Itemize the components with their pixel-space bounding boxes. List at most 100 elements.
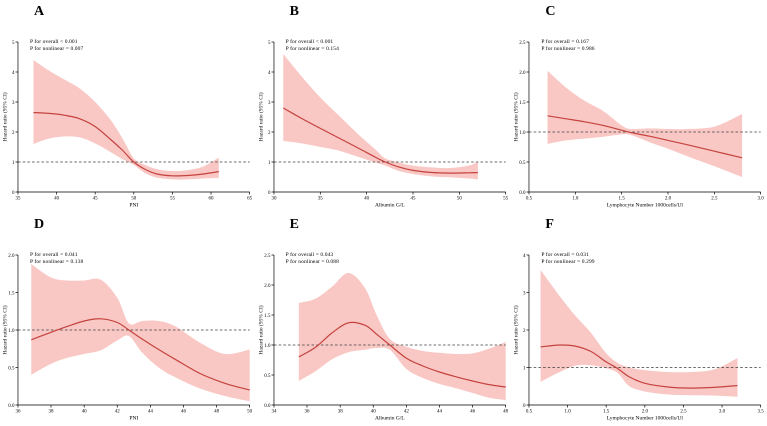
svg-text:Lymphocyte Number 1000cells/Ul: Lymphocyte Number 1000cells/Ul — [607, 415, 684, 421]
svg-text:2.5: 2.5 — [712, 196, 719, 201]
svg-text:44: 44 — [148, 409, 153, 414]
p-overall-text: P for overall < 0.001 — [30, 39, 78, 45]
svg-text:5: 5 — [12, 41, 15, 46]
panel-letter-b: B — [289, 4, 299, 19]
svg-text:0.5: 0.5 — [520, 161, 527, 166]
p-overall-text: P for overall = 0.041 — [30, 252, 78, 258]
p-nonlinear-text: P for nonlinear = 0.299 — [541, 259, 595, 265]
svg-text:0: 0 — [268, 191, 271, 196]
svg-text:Hazard ratio (95% CI): Hazard ratio (95% CI) — [257, 92, 264, 141]
pvalue-annotation: P for overall = 0.167 P for nonlinear = … — [541, 39, 594, 53]
pvalue-annotation: P for overall < 0.001 P for nonlinear = … — [286, 39, 339, 53]
svg-text:50: 50 — [131, 196, 136, 201]
svg-text:65: 65 — [247, 196, 252, 201]
svg-text:0.5: 0.5 — [526, 409, 533, 414]
svg-text:36: 36 — [15, 409, 20, 414]
svg-text:50: 50 — [457, 196, 462, 201]
pvalue-annotation: P for overall = 0.043 P for nonlinear = … — [286, 252, 339, 266]
svg-text:3: 3 — [12, 101, 15, 106]
svg-text:30: 30 — [271, 196, 276, 201]
pvalue-annotation: P for overall = 0.031 P for nonlinear = … — [541, 252, 594, 266]
spline-plot-d: 36 38 40 42 44 46 48 50 0.0 0.5 1.0 1.5 2.0 PNI Hazard… — [1, 254, 252, 422]
svg-text:2.0: 2.0 — [642, 409, 649, 414]
svg-text:42: 42 — [115, 409, 120, 414]
svg-text:35: 35 — [317, 196, 322, 201]
svg-text:48: 48 — [214, 409, 219, 414]
svg-text:Hazard ratio (95% CI): Hazard ratio (95% CI) — [1, 305, 8, 354]
svg-text:0.5: 0.5 — [8, 366, 15, 371]
svg-text:Albumin G/L: Albumin G/L — [375, 202, 405, 208]
svg-text:2.5: 2.5 — [264, 254, 271, 259]
svg-text:Hazard ratio (95% CI): Hazard ratio (95% CI) — [513, 92, 520, 141]
svg-text:3.0: 3.0 — [719, 409, 726, 414]
svg-text:2: 2 — [12, 131, 15, 136]
svg-text:0.5: 0.5 — [264, 374, 271, 379]
svg-text:38: 38 — [49, 409, 54, 414]
svg-text:2: 2 — [523, 329, 526, 334]
svg-text:2.0: 2.0 — [8, 254, 15, 259]
svg-text:1: 1 — [12, 161, 15, 166]
p-overall-text: P for overall = 0.043 — [285, 252, 334, 258]
svg-text:2.5: 2.5 — [520, 41, 527, 46]
svg-text:0: 0 — [523, 404, 526, 409]
svg-text:40: 40 — [370, 409, 375, 414]
svg-text:40: 40 — [364, 196, 369, 201]
spline-plot-e: 34 36 38 40 42 44 46 48 0.0 0.5 1.0 1.5 2.0 2.5 Albumi… — [257, 254, 508, 422]
svg-text:1.0: 1.0 — [573, 196, 580, 201]
svg-text:44: 44 — [437, 409, 442, 414]
spline-plot-f: 0.5 1.0 1.5 2.0 2.5 3.0 3.5 0 1 2 3 4 Lymphocyte Num… — [513, 254, 765, 422]
svg-text:1.0: 1.0 — [264, 344, 271, 349]
pvalue-annotation: P for overall = 0.041 P for nonlinear = … — [30, 252, 83, 266]
svg-text:40: 40 — [82, 409, 87, 414]
panel-a: 35 40 45 50 55 60 65 0 1 2 3 4 5 PNI Hazard ratio (95%… — [0, 0, 256, 213]
svg-text:Hazard ratio (95% CI): Hazard ratio (95% CI) — [1, 92, 8, 141]
panel-letter-d: D — [34, 217, 45, 232]
svg-text:3.0: 3.0 — [758, 196, 765, 201]
pvalue-annotation: P for overall < 0.001 P for nonlinear = … — [30, 39, 83, 53]
svg-text:3: 3 — [523, 291, 526, 296]
svg-text:45: 45 — [410, 196, 415, 201]
svg-text:1.0: 1.0 — [520, 131, 527, 136]
svg-text:46: 46 — [470, 409, 475, 414]
panel-letter-f: F — [545, 217, 554, 232]
svg-text:1.5: 1.5 — [264, 314, 271, 319]
panel-letter-e: E — [289, 217, 299, 232]
p-overall-text: P for overall = 0.031 — [541, 252, 589, 258]
svg-text:4: 4 — [12, 71, 15, 76]
svg-text:Hazard ratio (95% CI): Hazard ratio (95% CI) — [257, 305, 264, 354]
svg-text:PNI: PNI — [129, 415, 138, 421]
svg-text:40: 40 — [54, 196, 59, 201]
svg-text:2.0: 2.0 — [665, 196, 672, 201]
panel-f: 0.5 1.0 1.5 2.0 2.5 3.0 3.5 0 1 2 3 4 Lymphocyte Num… — [511, 213, 767, 426]
svg-text:42: 42 — [404, 409, 409, 414]
svg-text:4: 4 — [523, 254, 526, 259]
p-nonlinear-text: P for nonlinear = 0.007 — [30, 46, 84, 52]
svg-text:4: 4 — [268, 71, 271, 76]
svg-text:3: 3 — [268, 101, 271, 106]
svg-text:2: 2 — [268, 131, 271, 136]
p-nonlinear-text: P for nonlinear = 0.986 — [541, 46, 595, 52]
spline-plot-c: 0.5 1.0 1.5 2.0 2.5 3.00.00.51.01.52.02.5Lymp… — [513, 41, 765, 209]
panel-c: 0.5 1.0 1.5 2.0 2.5 3.0 0.0 0.5 1.0 1.5 2.0 2.5 Lymp… — [511, 0, 767, 213]
svg-text:34: 34 — [271, 409, 276, 414]
svg-text:38: 38 — [337, 409, 342, 414]
panel-e: 34 36 38 40 42 44 46 48 0.0 0.5 1.0 1.5 2.0 2.5 Albumi… — [256, 213, 512, 426]
panel-b: 30 35 40 45 50 55 0 1 2 3 4 5 Albumin G/L Hazard rati… — [256, 0, 512, 213]
svg-text:1: 1 — [268, 161, 271, 166]
p-nonlinear-text: P for nonlinear = 0.138 — [30, 259, 84, 265]
svg-text:0.5: 0.5 — [526, 196, 533, 201]
svg-text:Lymphocyte Number 1000cells/Ul: Lymphocyte Number 1000cells/Ul — [607, 202, 684, 208]
panel-letter-a: A — [34, 4, 45, 19]
svg-text:5: 5 — [268, 41, 271, 46]
p-overall-text: P for overall = 0.167 — [541, 39, 589, 45]
svg-text:0.0: 0.0 — [520, 191, 527, 196]
svg-text:2.0: 2.0 — [264, 284, 271, 289]
svg-text:1.5: 1.5 — [8, 291, 15, 296]
svg-text:60: 60 — [209, 196, 214, 201]
p-nonlinear-text: P for nonlinear = 0.154 — [285, 46, 339, 52]
p-nonlinear-text: P for nonlinear = 0.088 — [285, 259, 339, 265]
svg-text:0.0: 0.0 — [264, 404, 271, 409]
svg-text:48: 48 — [503, 409, 508, 414]
